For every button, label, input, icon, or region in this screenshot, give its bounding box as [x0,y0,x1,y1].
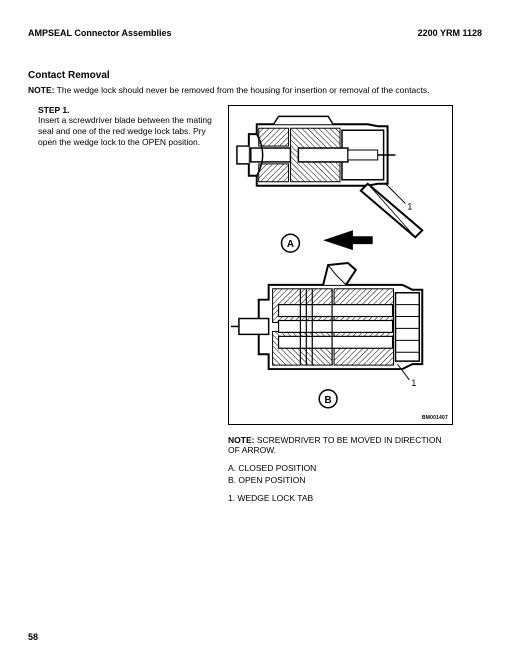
figure-note-text: SCREWDRIVER TO BE MOVED IN DIRECTION OF … [228,435,442,455]
page-header: AMPSEAL Connector Assemblies 2200 YRM 11… [28,28,482,38]
direction-arrow [323,230,373,250]
note-text: The wedge lock should never be removed f… [57,85,430,95]
figure-note-label: NOTE: [228,435,254,445]
legend-1: 1. WEDGE LOCK TAB [228,493,482,505]
step-body: Insert a screwdriver blade between the m… [38,115,218,148]
header-right: 2200 YRM 1128 [418,28,482,38]
connector-a: 1 [237,116,422,237]
label-b: B [325,395,332,406]
figure-note: NOTE: SCREWDRIVER TO BE MOVED IN DIRECTI… [228,435,453,455]
legend-b: B. OPEN POSITION [228,475,482,487]
step-label: STEP 1. [38,105,218,115]
page-number: 58 [28,632,38,642]
header-left: AMPSEAL Connector Assemblies [28,28,172,38]
callout-1a: 1 [407,201,412,211]
figure-id: BM001407 [422,415,448,421]
callout-1b: 1 [411,378,416,388]
figure-column: 1 A [228,105,482,505]
legend: A. CLOSED POSITION B. OPEN POSITION 1. W… [228,463,482,505]
label-a: A [287,239,294,250]
legend-a: A. CLOSED POSITION [228,463,482,475]
step-column: STEP 1. Insert a screwdriver blade betwe… [28,105,218,505]
section-title: Contact Removal [28,70,482,81]
connector-diagram: 1 A [229,106,452,424]
note-label: NOTE: [28,85,54,95]
figure-box: 1 A [228,105,453,425]
top-note: NOTE: The wedge lock should never be rem… [28,85,482,95]
connector-b: 1 [231,263,422,388]
